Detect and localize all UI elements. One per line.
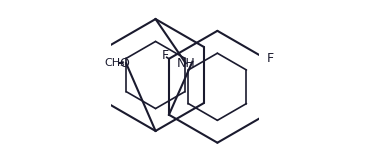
Text: NH: NH (176, 57, 195, 70)
Text: F: F (267, 52, 274, 65)
Text: CH₃: CH₃ (105, 58, 125, 68)
Text: F: F (162, 49, 169, 62)
Text: O: O (119, 57, 129, 70)
